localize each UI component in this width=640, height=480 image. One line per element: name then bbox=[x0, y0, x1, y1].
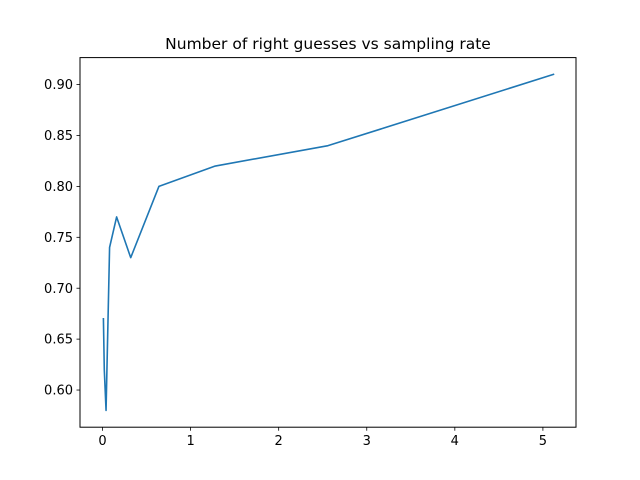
y-tick-label: 0.90 bbox=[44, 78, 73, 93]
x-axis: 0 1 2 3 4 5 bbox=[98, 427, 547, 449]
x-tick-label: 5 bbox=[539, 434, 547, 449]
y-tick-label: 0.75 bbox=[44, 231, 73, 246]
y-tick-label: 0.80 bbox=[44, 180, 73, 195]
series-line-0 bbox=[102, 73, 555, 412]
plot-area-frame bbox=[79, 57, 577, 428]
y-tick-label: 0.70 bbox=[44, 282, 73, 297]
x-tick-label: 3 bbox=[363, 434, 371, 449]
x-tick-label: 0 bbox=[98, 434, 106, 449]
x-tick-label: 4 bbox=[451, 434, 459, 449]
y-tick-label: 0.85 bbox=[44, 129, 73, 144]
y-tick-label: 0.65 bbox=[44, 333, 73, 348]
x-tick-label: 1 bbox=[186, 434, 194, 449]
y-tick-label: 0.60 bbox=[44, 384, 73, 399]
x-tick-label: 2 bbox=[275, 434, 283, 449]
y-axis: 0.60 0.65 0.70 0.75 0.80 0.85 0.90 bbox=[44, 78, 80, 399]
chart-title: Number of right guesses vs sampling rate bbox=[165, 35, 491, 53]
series-layer bbox=[102, 73, 555, 412]
